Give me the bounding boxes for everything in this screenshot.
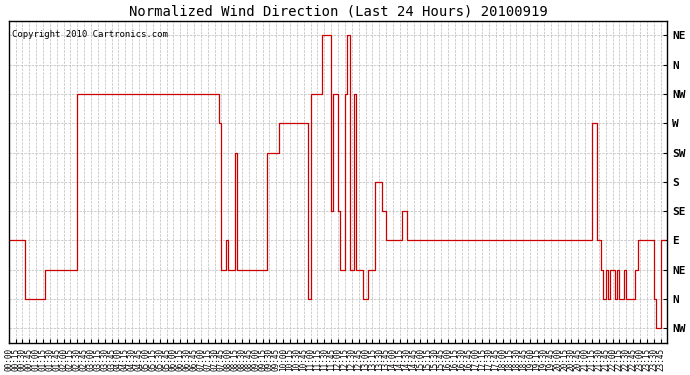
Title: Normalized Wind Direction (Last 24 Hours) 20100919: Normalized Wind Direction (Last 24 Hours… — [129, 4, 547, 18]
Text: Copyright 2010 Cartronics.com: Copyright 2010 Cartronics.com — [12, 30, 168, 39]
